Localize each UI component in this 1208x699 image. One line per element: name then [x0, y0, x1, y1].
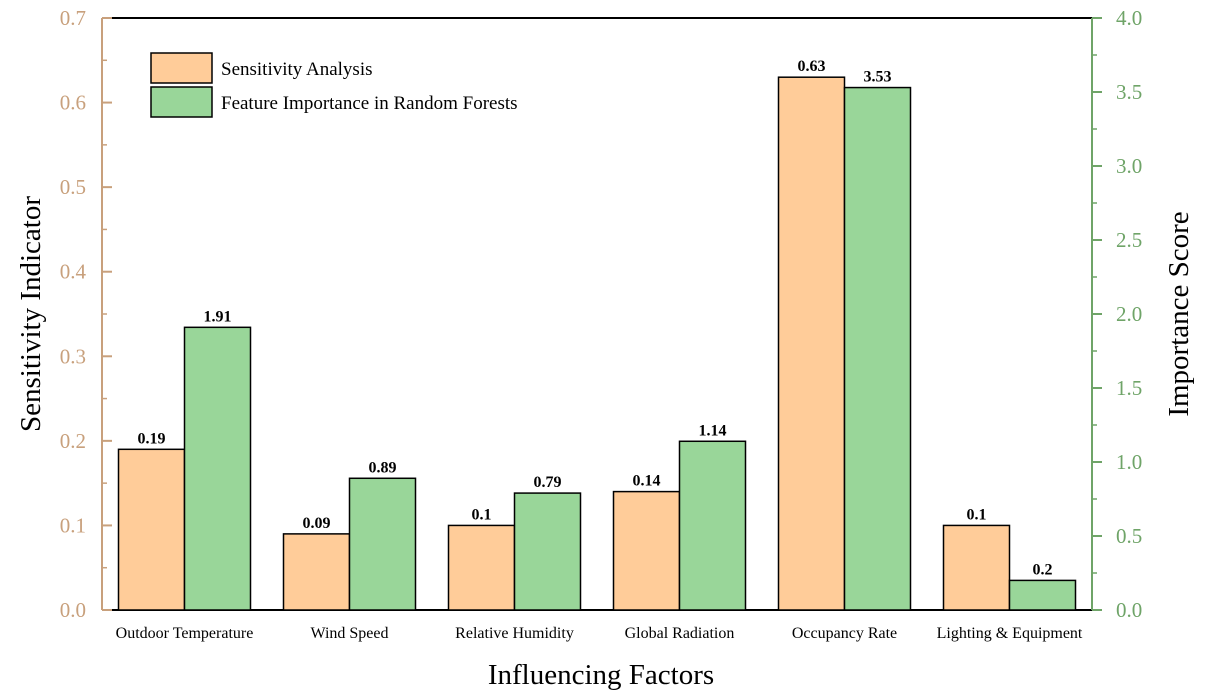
- y-right-tick-label: 3.0: [1116, 154, 1142, 178]
- bar-sensitivity-analysis: [942, 524, 1011, 611]
- bar-sensitivity-analysis: [117, 448, 186, 611]
- y-right-tick-label: 1.0: [1116, 450, 1142, 474]
- data-label: 0.14: [633, 473, 661, 490]
- bar-feature-importance: [678, 440, 747, 611]
- x-tick-label: Lighting & Equipment: [937, 625, 1083, 642]
- x-tick-label: Global Radiation: [625, 625, 735, 642]
- data-label: 1.91: [204, 308, 232, 325]
- data-label: 1.14: [699, 422, 727, 439]
- y-right-tick-label: 4.0: [1116, 6, 1142, 30]
- x-tick-label: Occupancy Rate: [792, 625, 897, 642]
- y-right-tick-label: 2.0: [1116, 302, 1142, 326]
- axes-layer: 0.0 0.1 0.2 0.3 0.4 0.5 0.6 0.7 0.0 0.5 1.0 1.5 2.0 2…: [60, 6, 1143, 622]
- legend-swatch: [150, 86, 213, 118]
- x-tick-label: Outdoor Temperature: [116, 625, 254, 642]
- legend: Sensitivity Analysis Feature Importance i…: [150, 52, 518, 118]
- y-axis-left-title: Sensitivity Indicator: [15, 196, 47, 432]
- data-label: 0.89: [369, 459, 397, 476]
- bar-feature-importance: [513, 492, 582, 611]
- y-left-tick-label: 0.4: [60, 260, 87, 284]
- legend-label: Sensitivity Analysis: [221, 59, 373, 80]
- y-right-tick-label: 0.0: [1116, 598, 1142, 622]
- bar-feature-importance: [348, 477, 417, 611]
- data-label: 0.1: [967, 506, 987, 523]
- y-left-tick-label: 0.0: [60, 598, 86, 622]
- y-left-tick-label: 0.3: [60, 344, 86, 368]
- x-tick-label: Wind Speed: [310, 625, 388, 642]
- legend-swatch: [150, 52, 213, 84]
- y-left-tick-label: 0.7: [60, 6, 86, 30]
- y-left-tick-label: 0.1: [60, 513, 86, 537]
- y-right-tick-label: 2.5: [1116, 228, 1142, 252]
- y-right-tick-label: 1.5: [1116, 376, 1142, 400]
- bar-feature-importance: [1008, 579, 1077, 611]
- data-label: 3.53: [864, 69, 892, 86]
- data-label: 0.09: [303, 515, 331, 532]
- bar-sensitivity-analysis: [612, 490, 681, 611]
- bar-sensitivity-analysis: [777, 76, 846, 611]
- bars-layer: [117, 76, 1077, 611]
- y-left-tick-label: 0.6: [60, 91, 86, 115]
- data-label: 0.63: [798, 58, 826, 75]
- bar-sensitivity-analysis: [282, 533, 351, 611]
- bar-feature-importance: [183, 326, 252, 611]
- data-label: 0.1: [472, 506, 492, 523]
- y-right-tick-label: 3.5: [1116, 80, 1142, 104]
- data-label: 0.19: [138, 430, 166, 447]
- x-tick-label: Relative Humidity: [455, 625, 574, 642]
- labels-layer: 0.19 1.91 Outdoor Temperature 0.09 0.89 Wind …: [116, 58, 1083, 642]
- x-axis-title: Influencing Factors: [488, 659, 714, 691]
- y-left-tick-label: 0.5: [60, 175, 86, 199]
- data-label: 0.2: [1033, 561, 1053, 578]
- bar-sensitivity-analysis: [447, 524, 516, 611]
- y-right-tick-label: 0.5: [1116, 524, 1142, 548]
- data-label: 0.79: [534, 474, 562, 491]
- y-left-tick-label: 0.2: [60, 429, 86, 453]
- bar-feature-importance: [843, 86, 912, 611]
- y-axis-right-title: Importance Score: [1163, 211, 1195, 416]
- legend-label: Feature Importance in Random Forests: [221, 93, 518, 114]
